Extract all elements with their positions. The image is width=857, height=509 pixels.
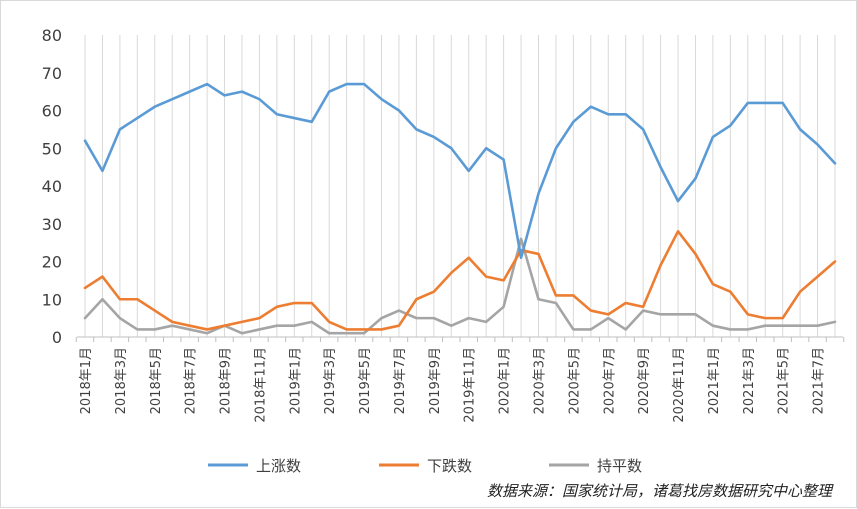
y-tick-label: 80 — [42, 26, 62, 45]
series-line — [83, 82, 837, 260]
x-tick-label: 2019年5月 — [358, 347, 373, 414]
x-tick-label: 2021年5月 — [777, 347, 792, 414]
legend-label: 下跌数 — [427, 457, 472, 475]
x-tick-label: 2019年9月 — [428, 347, 443, 414]
x-tick-label: 2018年5月 — [149, 347, 164, 414]
y-tick-label: 20 — [42, 253, 62, 272]
x-tick-label: 2019年3月 — [323, 347, 338, 414]
x-tick-label: 2021年7月 — [812, 347, 827, 414]
legend-label: 持平数 — [597, 457, 642, 475]
x-tick-label: 2018年9月 — [219, 347, 234, 414]
series-line — [83, 237, 837, 335]
y-tick-label: 0 — [52, 328, 62, 347]
x-tick-label: 2018年7月 — [184, 347, 199, 414]
x-tick-label: 2018年11月 — [253, 347, 268, 423]
x-tick-label: 2019年11月 — [463, 347, 478, 423]
x-tick-label: 2021年1月 — [707, 347, 722, 414]
y-tick-label: 60 — [42, 102, 62, 121]
series-line — [83, 230, 837, 331]
y-axis-ticks: 0 10 20 30 40 50 60 70 80 — [42, 26, 62, 347]
grid-lines — [84, 35, 836, 337]
x-tick-label: 2020年9月 — [637, 347, 652, 414]
y-tick-label: 10 — [42, 290, 62, 309]
x-tick-label: 2020年5月 — [567, 347, 582, 414]
y-tick-label: 30 — [42, 215, 62, 234]
x-tick-label: 2020年1月 — [498, 347, 513, 414]
x-tick-label: 2021年3月 — [742, 347, 757, 414]
x-tick-label: 2019年7月 — [393, 347, 408, 414]
x-tick-label: 2018年1月 — [79, 347, 94, 414]
y-tick-label: 50 — [42, 139, 62, 158]
legend: 上涨数 下跌数 持平数 — [208, 457, 642, 475]
source-note: 数据来源：国家统计局，诸葛找房数据研究中心整理 — [486, 482, 832, 500]
series-lines — [83, 82, 837, 335]
x-tick-label: 2019年1月 — [288, 347, 303, 414]
x-tick-label: 2018年3月 — [114, 347, 129, 414]
x-axis-ticks: 2018年1月 2018年3月 2018年5月 2018年7月 2018年9月 2018年… — [79, 347, 827, 423]
y-tick-label: 40 — [42, 177, 62, 196]
x-tick-label: 2020年3月 — [532, 347, 547, 414]
x-tick-label: 2020年11月 — [672, 347, 687, 423]
y-tick-label: 70 — [42, 64, 62, 83]
axes — [75, 336, 845, 342]
legend-label: 上涨数 — [256, 457, 301, 475]
x-tick-label: 2020年7月 — [602, 347, 617, 414]
